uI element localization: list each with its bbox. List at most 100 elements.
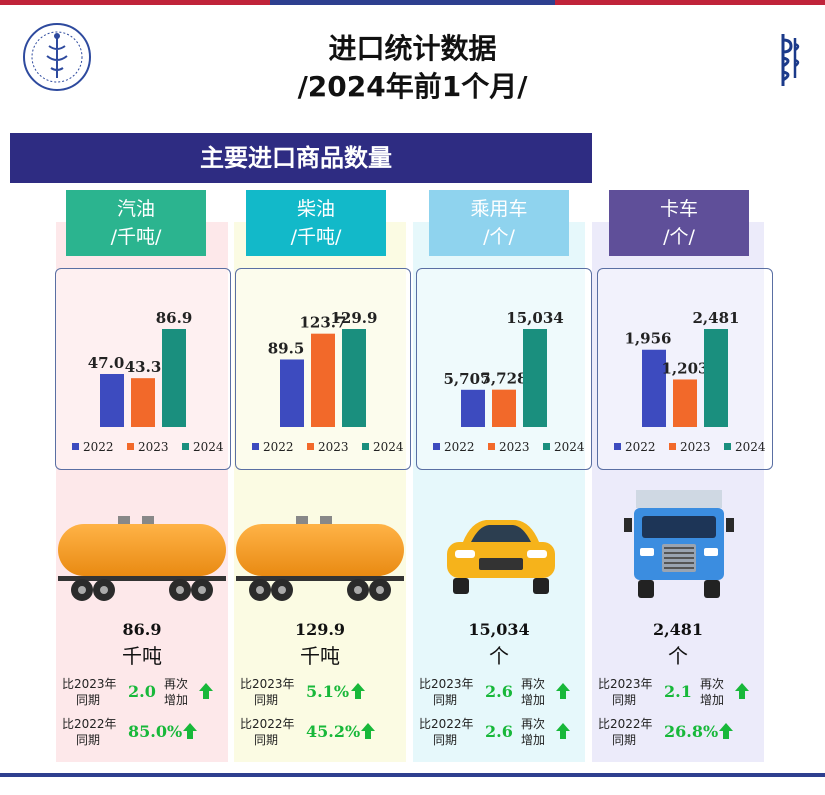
legend-swatch <box>362 443 369 450</box>
bar-2024 <box>704 329 728 427</box>
comparison-note-line1: 再次 <box>164 677 189 691</box>
legend-swatch <box>127 443 134 450</box>
title-line-2: /2024年前1个月/ <box>297 70 528 103</box>
bar-2022 <box>642 349 666 427</box>
comparison-value: 5.1% <box>306 682 350 701</box>
comparison-label-line2: 同期 <box>433 693 458 707</box>
comparison-note: 再次 增加 <box>521 676 551 708</box>
legend-label: 2024 <box>373 440 404 454</box>
comparison-label-line2: 同期 <box>254 733 279 747</box>
bar-value-label: 1,203 <box>662 359 709 377</box>
comparison-label: 比2022年 同期 <box>598 716 658 748</box>
legend-label: 2022 <box>625 440 656 454</box>
bar-2024 <box>342 329 366 427</box>
bar-value-label: 15,034 <box>506 309 563 327</box>
bar-value-label: 1,956 <box>625 330 672 348</box>
legend-label: 2023 <box>138 440 169 454</box>
comparison-value: 85.0% <box>128 722 183 741</box>
bar-2024 <box>162 329 186 427</box>
section-banner: 主要进口商品数量 <box>10 133 592 183</box>
bar-chart-svg: 1,956 1,203 2,481 2022 2023 2024 <box>614 309 766 454</box>
total-unit: 个 <box>668 644 688 668</box>
legend-label: 2022 <box>263 440 294 454</box>
up-arrow-icon <box>735 683 749 699</box>
bar-2023 <box>492 389 516 427</box>
category-unit: /千吨/ <box>290 226 342 248</box>
legend-swatch <box>433 443 440 450</box>
comparison-label-line1: 比2023年 <box>240 677 295 691</box>
category-header: 乘用车/个/ <box>429 190 569 256</box>
cmp2022-row: 比2022年 同期 45.2% <box>234 716 406 752</box>
category-header: 汽油/千吨/ <box>66 190 206 256</box>
bar-chart: 1,956 1,203 2,481 2022 2023 2024 <box>597 268 773 470</box>
cmp2022-row: 比2022年 同期 26.8% <box>592 716 764 752</box>
comparison-label-line1: 比2022年 <box>240 717 295 731</box>
category-name: 卡车 <box>659 198 698 220</box>
category-name: 乘用车 <box>470 198 528 220</box>
total-unit: 千吨 <box>300 644 340 668</box>
legend-swatch <box>72 443 79 450</box>
comparison-label-line1: 比2023年 <box>62 677 117 691</box>
comparison-note-line2: 增加 <box>521 733 546 747</box>
legend-swatch <box>488 443 495 450</box>
truck-icon <box>624 490 734 598</box>
bar-value-label: 129.9 <box>331 309 378 327</box>
comparison-value: 2.6 <box>485 682 513 701</box>
comparison-label-line2: 同期 <box>254 693 279 707</box>
comparison-note-line2: 增加 <box>164 693 189 707</box>
comparison-note: 再次 增加 <box>700 676 730 708</box>
bar-2023 <box>311 333 335 427</box>
mongolian-script-logo-icon <box>781 34 800 86</box>
comparison-label-line1: 比2023年 <box>598 677 653 691</box>
legend-label: 2022 <box>83 440 114 454</box>
comparison-label: 比2023年 同期 <box>240 676 300 708</box>
legend-swatch <box>724 443 731 450</box>
bar-2024 <box>523 329 547 427</box>
category-unit: /个/ <box>483 226 515 248</box>
cmp2022-row: 比2022年 同期 85.0% <box>56 716 228 752</box>
legend-label: 2023 <box>499 440 530 454</box>
up-arrow-icon <box>199 683 213 699</box>
bar-value-label: 123.7 <box>300 314 347 332</box>
total-value: 15,034 <box>468 620 530 639</box>
cmp2023-row: 比2023年 同期 2.6 再次 增加 <box>413 676 585 712</box>
up-arrow-icon <box>361 723 375 739</box>
legend-label: 2023 <box>680 440 711 454</box>
category-unit: /个/ <box>663 226 695 248</box>
legend-swatch <box>252 443 259 450</box>
up-arrow-icon <box>351 683 365 699</box>
comparison-label: 比2022年 同期 <box>419 716 479 748</box>
legend-swatch <box>307 443 314 450</box>
total-value: 86.9 <box>122 620 162 639</box>
legend-swatch <box>669 443 676 450</box>
cmp2023-row: 比2023年 同期 5.1% <box>234 676 406 712</box>
bar-value-label: 47.0 <box>88 354 125 372</box>
category-name: 汽油 <box>116 198 155 220</box>
customs-logo-icon <box>23 23 91 91</box>
bottom-accent-bar <box>0 773 825 777</box>
comparison-label-line1: 比2022年 <box>62 717 117 731</box>
bar-chart-svg: 47.0 43.3 86.9 2022 2023 2024 <box>72 309 224 454</box>
comparison-label: 比2022年 同期 <box>62 716 122 748</box>
comparison-label-line2: 同期 <box>76 693 101 707</box>
legend-label: 2024 <box>554 440 585 454</box>
bar-2022 <box>461 389 485 427</box>
comparison-label-line1: 比2022年 <box>419 717 474 731</box>
comparison-label: 比2023年 同期 <box>598 676 658 708</box>
tank-wagon-icon <box>58 516 226 601</box>
comparison-note-line2: 增加 <box>700 693 725 707</box>
legend-label: 2023 <box>318 440 349 454</box>
category-panel <box>56 222 228 762</box>
bar-chart: 89.5 123.7 129.9 2022 2023 2024 <box>235 268 411 470</box>
comparison-note-line1: 再次 <box>521 677 546 691</box>
category-name: 柴油 <box>296 198 335 220</box>
cmp2023-row: 比2023年 同期 2.1 再次 增加 <box>592 676 764 712</box>
category-unit: /千吨/ <box>110 226 162 248</box>
comparison-label-line1: 比2023年 <box>419 677 474 691</box>
bar-2023 <box>131 378 155 427</box>
car-icon <box>447 520 555 594</box>
total-unit: 个 <box>489 644 509 668</box>
bar-value-label: 2,481 <box>693 309 740 327</box>
legend-label: 2024 <box>193 440 224 454</box>
